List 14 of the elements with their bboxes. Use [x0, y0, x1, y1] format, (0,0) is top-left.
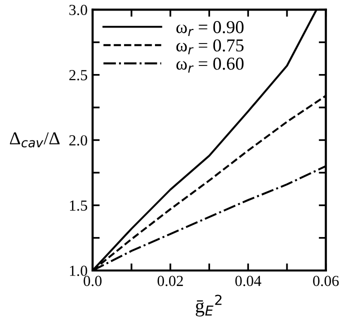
legend-label: ω$_{r}$ = 0.60: [176, 58, 244, 73]
y-tick-label: 2.0: [69, 135, 88, 146]
y-tick-label: 1.5: [70, 200, 88, 211]
legend-label: ω$_{r}$ = 0.75: [176, 39, 244, 54]
y-tick-label: 2.5: [69, 70, 88, 80]
y-tick-label: 3.0: [69, 4, 88, 16]
x-axis-title: ḡ$_{E}$$^{2}$: [196, 294, 222, 316]
y-tick-label: 1.0: [70, 266, 88, 276]
x-tick-label: 0.02: [158, 276, 183, 286]
legend-label: ω$_{r}$ = 0.90: [176, 21, 244, 36]
x-tick-label: 0.0: [84, 276, 102, 286]
y-axis-title: Δ$_{cav}$/Δ: [10, 132, 60, 148]
x-tick-label: 0.06: [313, 276, 339, 286]
x-tick-label: 0.04: [235, 276, 262, 286]
